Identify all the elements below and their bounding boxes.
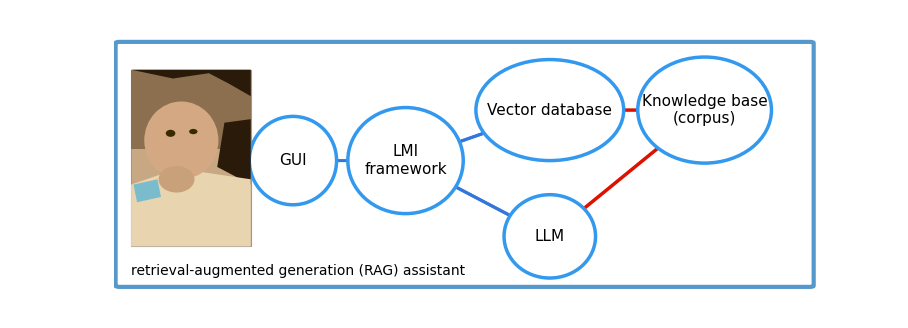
FancyArrowPatch shape bbox=[421, 169, 531, 227]
Polygon shape bbox=[131, 70, 251, 96]
Text: LLM: LLM bbox=[535, 229, 565, 244]
FancyArrowPatch shape bbox=[425, 116, 533, 154]
Polygon shape bbox=[217, 119, 251, 185]
Ellipse shape bbox=[189, 129, 197, 134]
Text: GUI: GUI bbox=[279, 153, 307, 168]
Ellipse shape bbox=[476, 60, 624, 161]
Ellipse shape bbox=[144, 101, 219, 179]
FancyArrowPatch shape bbox=[422, 117, 530, 154]
FancyArrowPatch shape bbox=[424, 170, 534, 228]
Bar bbox=[131, 70, 251, 149]
Ellipse shape bbox=[637, 57, 772, 163]
Ellipse shape bbox=[504, 195, 596, 278]
FancyArrowPatch shape bbox=[565, 121, 692, 224]
Ellipse shape bbox=[250, 116, 337, 205]
Bar bbox=[131, 70, 251, 246]
Ellipse shape bbox=[166, 130, 175, 137]
Text: Knowledge base
(corpus): Knowledge base (corpus) bbox=[642, 94, 767, 126]
Text: Vector database: Vector database bbox=[488, 103, 612, 117]
Text: LMI
framework: LMI framework bbox=[364, 144, 447, 177]
Ellipse shape bbox=[159, 166, 194, 193]
Polygon shape bbox=[133, 179, 161, 202]
Ellipse shape bbox=[348, 108, 463, 214]
Text: retrieval-augmented generation (RAG) assistant: retrieval-augmented generation (RAG) ass… bbox=[131, 264, 465, 278]
Bar bbox=[170, 146, 196, 185]
Polygon shape bbox=[131, 172, 251, 246]
